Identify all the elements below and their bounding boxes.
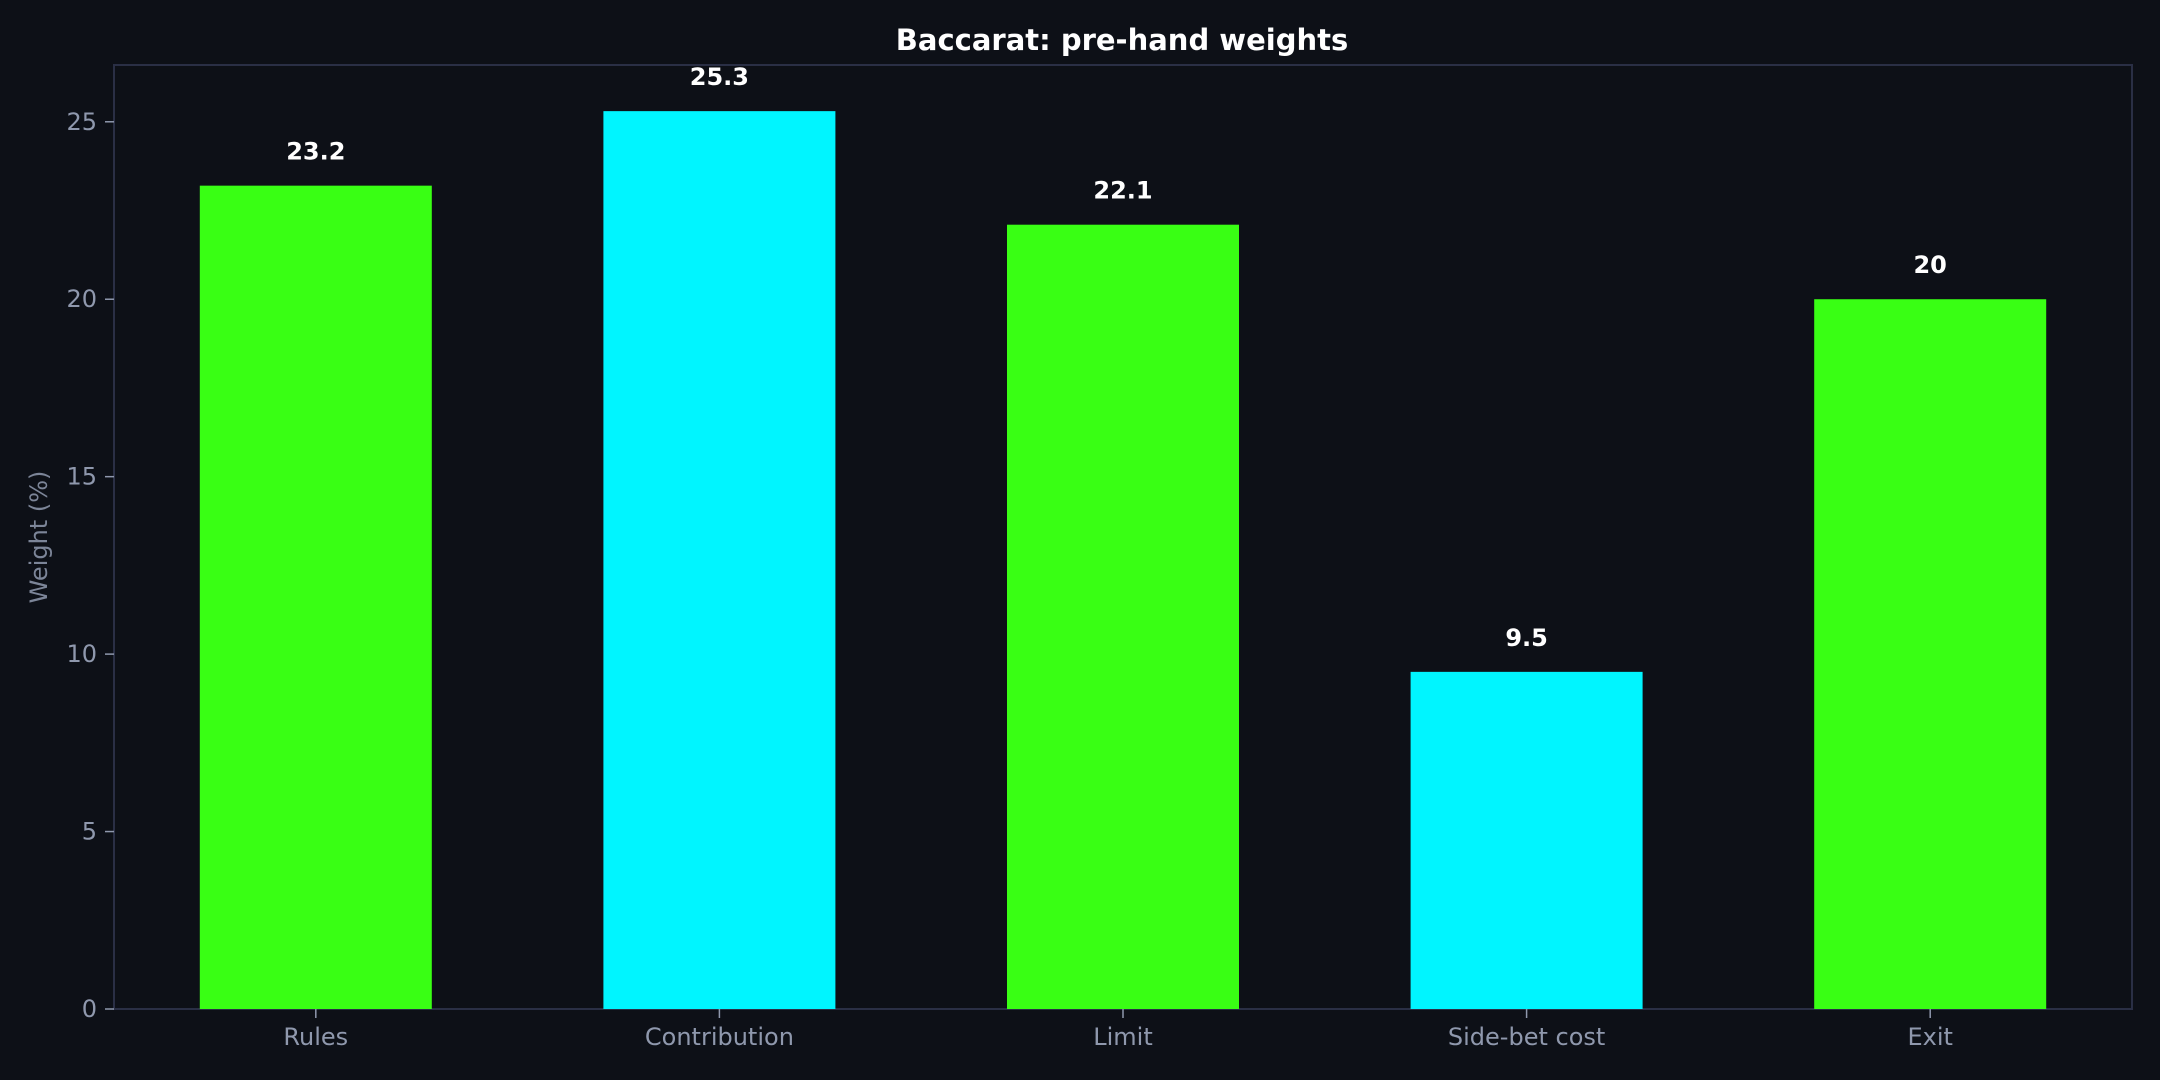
data-label: 22.1 (1093, 177, 1152, 205)
data-label: 25.3 (690, 63, 749, 91)
y-tick-label: 0 (82, 995, 97, 1023)
y-tick-label: 10 (66, 640, 97, 668)
y-tick-label: 25 (66, 108, 97, 136)
x-tick-label: Contribution (645, 1023, 794, 1051)
data-label: 23.2 (286, 138, 345, 166)
bar-side-bet-cost (1410, 671, 1643, 1009)
x-tick-label: Exit (1907, 1023, 1952, 1051)
plot-area: 0 5 10 15 20 25 23.2 Rules 25.3 Contribution 22.1 L… (66, 63, 2133, 1051)
bar-limit (1007, 224, 1239, 1010)
bar-rules (199, 185, 432, 1010)
y-tick-label: 5 (82, 818, 97, 846)
x-tick-label: Rules (283, 1023, 348, 1051)
y-axis-label: Weight (%) (25, 471, 53, 604)
data-label: 9.5 (1505, 624, 1548, 652)
y-tick-label: 20 (66, 285, 97, 313)
bar-exit (1814, 299, 2047, 1009)
chart-title: Baccarat: pre-hand weights (896, 23, 1348, 57)
data-label: 20 (1913, 251, 1946, 279)
x-tick-label: Limit (1093, 1023, 1153, 1051)
bar-contribution (603, 111, 836, 1010)
y-tick-label: 15 (66, 463, 97, 491)
x-tick-label: Side-bet cost (1448, 1023, 1605, 1051)
